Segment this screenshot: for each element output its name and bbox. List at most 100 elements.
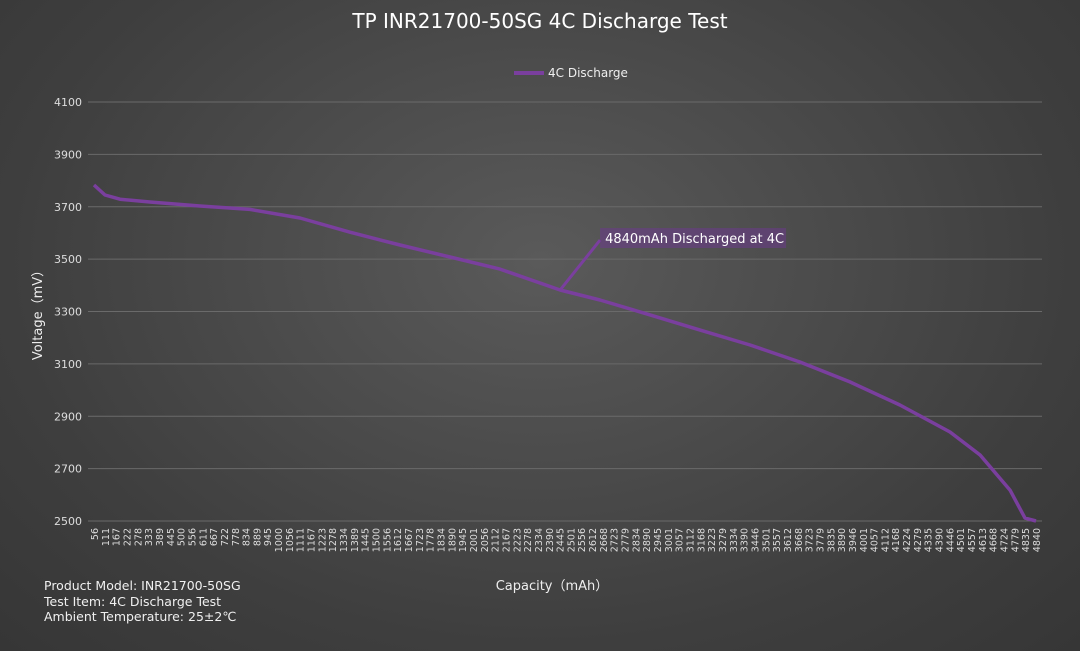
x-tick-label: 389 (155, 528, 166, 546)
x-tick-label: 778 (231, 528, 242, 546)
x-tick-label: 1223 (317, 528, 328, 552)
x-tick-label: 500 (177, 528, 188, 546)
x-tick-label: 1834 (436, 528, 447, 552)
x-tick-label: 2890 (642, 528, 653, 552)
y-tick-label: 3900 (54, 148, 82, 161)
x-tick-label: 2167 (501, 528, 512, 552)
x-tick-label: 1389 (350, 528, 361, 552)
x-tick-label: 4501 (956, 528, 967, 552)
x-tick-label: 222 (122, 528, 133, 546)
x-tick-label: 889 (252, 528, 263, 546)
x-tick-label: 4390 (935, 528, 946, 552)
x-tick-label: 111 (101, 528, 112, 546)
y-tick-label: 3500 (54, 253, 82, 266)
y-axis-label: Voltage（mV） (31, 264, 46, 360)
test-info: Product Model: INR21700-50SG Test Item: … (44, 578, 241, 625)
x-axis-label: Capacity（mAh） (496, 579, 609, 594)
x-tick-label: 2779 (621, 528, 632, 552)
x-tick-label: 3501 (761, 528, 772, 552)
x-tick-label: 4001 (859, 528, 870, 552)
x-tick-label: 4168 (891, 528, 902, 552)
legend-label: 4C Discharge (548, 66, 628, 80)
x-tick-label: 1500 (372, 528, 383, 552)
x-tick-label: 3890 (837, 528, 848, 552)
x-tick-label: 3112 (686, 528, 697, 552)
x-tick-label: 2334 (534, 528, 545, 552)
x-tick-label: 4446 (945, 528, 956, 552)
x-tick-label: 278 (133, 528, 144, 546)
annotation-text: 4840mAh Discharged at 4C (605, 232, 784, 247)
x-tick-label: 2556 (577, 528, 588, 552)
x-tick-label: 667 (209, 528, 220, 546)
y-tick-label: 3300 (54, 306, 82, 319)
annotation-leader (558, 239, 602, 291)
x-tick-label: 1667 (404, 528, 415, 552)
y-tick-label: 3700 (54, 201, 82, 214)
x-tick-label: 3557 (772, 528, 783, 552)
x-tick-label: 1945 (458, 528, 469, 552)
x-tick-label: 1056 (285, 528, 296, 552)
legend: 4C Discharge (514, 66, 628, 80)
ambient-temperature: Ambient Temperature: 25±2℃ (44, 609, 237, 624)
x-tick-label: 2612 (588, 528, 599, 552)
x-tick-label: 3668 (794, 528, 805, 552)
y-tick-label: 4100 (54, 96, 82, 109)
x-tick-label: 4557 (967, 528, 978, 552)
x-tick-label: 2390 (545, 528, 556, 552)
x-tick-label: 2001 (469, 528, 480, 552)
x-tick-label: 945 (263, 528, 274, 546)
x-tick-label: 2668 (599, 528, 610, 552)
y-tick-label: 2700 (54, 463, 82, 476)
x-tick-label: 3779 (815, 528, 826, 552)
series-line (92, 183, 1037, 523)
x-tick-label: 4840 (1032, 528, 1043, 552)
x-tick-label: 3390 (740, 528, 751, 552)
x-tick-label: 3223 (707, 528, 718, 552)
x-tick-label: 445 (166, 528, 177, 546)
x-tick-label: 3168 (696, 528, 707, 552)
x-tick-label: 2723 (610, 528, 621, 552)
x-tick-label: 4668 (989, 528, 1000, 552)
x-tick-label: 834 (242, 528, 253, 546)
x-tick-label: 3279 (718, 528, 729, 552)
chart-title: TP INR21700-50SG 4C Discharge Test (351, 9, 727, 33)
x-tick-label: 3835 (826, 528, 837, 552)
x-tick-label: 1278 (328, 528, 339, 552)
x-tick-label: 2445 (556, 528, 567, 552)
product-model: Product Model: INR21700-50SG (44, 578, 241, 593)
x-tick-label: 4335 (924, 528, 935, 552)
x-tick-label: 1778 (426, 528, 437, 552)
x-tick-label: 2223 (512, 528, 523, 552)
x-tick-label: 3723 (805, 528, 816, 552)
x-tick-label: 2112 (491, 528, 502, 552)
annotation-box (600, 228, 787, 249)
x-tick-label: 1000 (274, 528, 285, 552)
x-tick-label: 722 (220, 528, 231, 546)
x-tick-label: 1167 (307, 528, 318, 552)
y-tick-label: 3100 (54, 358, 82, 371)
x-tick-label: 2278 (523, 528, 534, 552)
test-item: Test Item: 4C Discharge Test (44, 593, 222, 609)
x-tick-label: 2834 (631, 528, 642, 552)
x-tick-label: 4279 (913, 528, 924, 552)
x-tick-label: 1890 (447, 528, 458, 552)
x-tick-label: 1612 (393, 528, 404, 552)
x-tick-label: 1334 (339, 528, 350, 552)
x-tick-label: 3001 (664, 528, 675, 552)
x-tick-label: 167 (112, 528, 123, 546)
x-tick-label: 1556 (382, 528, 393, 552)
x-tick-label: 333 (144, 528, 155, 546)
y-tick-label: 2500 (54, 515, 82, 528)
x-tick-label: 4835 (1021, 528, 1032, 552)
x-tick-label: 3612 (783, 528, 794, 552)
x-tick-label: 4224 (902, 528, 913, 552)
x-tick-label: 4112 (880, 528, 891, 552)
x-tick-label: 4057 (870, 528, 881, 552)
x-tick-label: 611 (198, 528, 209, 546)
x-tick-label: 2501 (566, 528, 577, 552)
x-tick-label: 56 (90, 528, 101, 540)
x-tick-label: 3446 (750, 528, 761, 552)
x-tick-label: 4613 (978, 528, 989, 552)
x-tick-label: 4779 (1010, 528, 1021, 552)
